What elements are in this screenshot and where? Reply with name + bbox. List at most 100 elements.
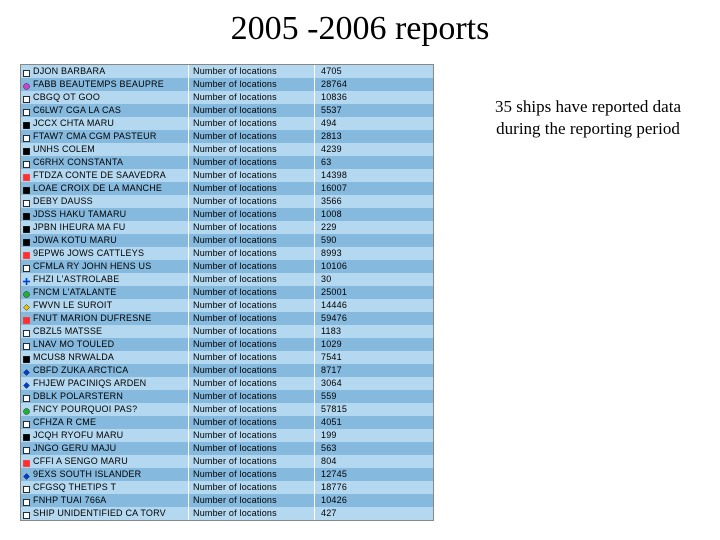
count-value: 57815: [315, 403, 433, 416]
ship-marker-icon: [23, 328, 30, 335]
ship-marker-icon: [23, 81, 30, 88]
count-label: Number of locations: [189, 286, 315, 299]
ship-name: CBGQ OT GOO: [33, 91, 100, 104]
ship-name: FNUT MARION DUFRESNE: [33, 312, 151, 325]
count-value: 7541: [315, 351, 433, 364]
table-row: FHJEW PACINIQS ARDEN Number of locations3…: [21, 377, 433, 390]
table-row: FABB BEAUTEMPS BEAUPRE Number of location…: [21, 78, 433, 91]
table-row: UNHS COLEM Number of locations4239: [21, 143, 433, 156]
ship-name: CBFD ZUKA ARCTICA: [33, 364, 128, 377]
table-row: CFFI A SENGO MARUNumber of locations804: [21, 455, 433, 468]
count-value: 12745: [315, 468, 433, 481]
table-row: LNAV MO TOULEDNumber of locations1029: [21, 338, 433, 351]
table-row: FNHP TUAI 766ANumber of locations10426: [21, 494, 433, 507]
ship-name: UNHS COLEM: [33, 143, 95, 156]
ship-marker-icon: [23, 211, 30, 218]
count-value: 229: [315, 221, 433, 234]
count-label: Number of locations: [189, 351, 315, 364]
count-value: 4239: [315, 143, 433, 156]
ship-name: FABB BEAUTEMPS BEAUPRE: [33, 78, 164, 91]
count-value: 10836: [315, 91, 433, 104]
table-row: FWVN LE SUROITNumber of locations14446: [21, 299, 433, 312]
ship-name-cell: CBZL5 MATSSE: [21, 325, 189, 338]
count-value: 4705: [315, 65, 433, 78]
ship-marker-icon: [23, 315, 30, 322]
count-label: Number of locations: [189, 442, 315, 455]
count-label: Number of locations: [189, 416, 315, 429]
count-value: 494: [315, 117, 433, 130]
count-value: 590: [315, 234, 433, 247]
count-value: 5537: [315, 104, 433, 117]
count-label: Number of locations: [189, 104, 315, 117]
ship-marker-icon: [23, 68, 30, 75]
ship-name: FTDZA CONTE DE SAAVEDRA: [33, 169, 166, 182]
ship-marker-icon: [23, 120, 30, 127]
ship-name-cell: DEBY DAUSS: [21, 195, 189, 208]
table-row: JCCX CHTA MARUNumber of locations494: [21, 117, 433, 130]
ship-name: DEBY DAUSS: [33, 195, 93, 208]
ship-name-cell: FNCM L'ATALANTE: [21, 286, 189, 299]
table-row: 9EXS SOUTH ISLANDERNumber of locations12…: [21, 468, 433, 481]
count-label: Number of locations: [189, 507, 315, 520]
count-label: Number of locations: [189, 377, 315, 390]
count-label: Number of locations: [189, 234, 315, 247]
table-row: JDSS HAKU TAMARUNumber of locations1008: [21, 208, 433, 221]
count-label: Number of locations: [189, 65, 315, 78]
count-label: Number of locations: [189, 468, 315, 481]
ship-name: CFFI A SENGO MARU: [33, 455, 128, 468]
ship-name: FHJEW PACINIQS ARDEN: [33, 377, 146, 390]
ship-marker-icon: [23, 445, 30, 452]
page-title: 2005 -2006 reports: [0, 10, 720, 48]
table-row: FNCY POURQUOI PAS?Number of locations578…: [21, 403, 433, 416]
count-value: 3566: [315, 195, 433, 208]
count-value: 4051: [315, 416, 433, 429]
count-value: 559: [315, 390, 433, 403]
ship-name: FNCY POURQUOI PAS?: [33, 403, 137, 416]
count-value: 1029: [315, 338, 433, 351]
count-label: Number of locations: [189, 143, 315, 156]
caption-text: 35 ships have reported data during the r…: [468, 96, 708, 140]
ship-marker-icon: [23, 263, 30, 270]
table-row: DJON BARBARANumber of locations4705: [21, 65, 433, 78]
ship-name-cell: FHJEW PACINIQS ARDEN: [21, 377, 189, 390]
ship-name: JDWA KOTU MARU: [33, 234, 117, 247]
ship-name: JCQH RYOFU MARU: [33, 429, 123, 442]
ship-marker-icon: [23, 419, 30, 426]
table-row: CBGQ OT GOO Number of locations10836: [21, 91, 433, 104]
table-row: JCQH RYOFU MARUNumber of locations199: [21, 429, 433, 442]
count-label: Number of locations: [189, 481, 315, 494]
ship-name: CFMLA RY JOHN HENS US: [33, 260, 151, 273]
count-label: Number of locations: [189, 247, 315, 260]
ship-name-cell: JDSS HAKU TAMARU: [21, 208, 189, 221]
ship-marker-icon: [23, 380, 30, 387]
ship-marker-icon: [23, 198, 30, 205]
count-label: Number of locations: [189, 169, 315, 182]
count-label: Number of locations: [189, 78, 315, 91]
ship-name: SHIP UNIDENTIFIED CA TORV: [33, 507, 166, 520]
ship-name-cell: CBFD ZUKA ARCTICA: [21, 364, 189, 377]
ship-name-cell: FNHP TUAI 766A: [21, 494, 189, 507]
count-value: 563: [315, 442, 433, 455]
ship-name-cell: FTDZA CONTE DE SAAVEDRA: [21, 169, 189, 182]
ship-marker-icon: [23, 406, 30, 413]
count-label: Number of locations: [189, 195, 315, 208]
count-value: 25001: [315, 286, 433, 299]
count-value: 3064: [315, 377, 433, 390]
ship-marker-icon: [23, 367, 30, 374]
table-row: CFHZA R CMENumber of locations4051: [21, 416, 433, 429]
table-row: CBFD ZUKA ARCTICANumber of locations8717: [21, 364, 433, 377]
count-label: Number of locations: [189, 208, 315, 221]
ship-name: C6LW7 CGA LA CAS: [33, 104, 121, 117]
count-value: 14446: [315, 299, 433, 312]
ship-marker-icon: [23, 107, 30, 114]
ship-name-cell: MCUS8 NRWALDA: [21, 351, 189, 364]
ship-name-cell: CFMLA RY JOHN HENS US: [21, 260, 189, 273]
count-value: 63: [315, 156, 433, 169]
ship-marker-icon: [23, 276, 30, 283]
ship-name: FWVN LE SUROIT: [33, 299, 112, 312]
ship-name-cell: 9EPW6 JOWS CATTLEYS: [21, 247, 189, 260]
ship-name-cell: JCQH RYOFU MARU: [21, 429, 189, 442]
caption-line-2: during the reporting period: [496, 119, 680, 138]
count-label: Number of locations: [189, 455, 315, 468]
count-label: Number of locations: [189, 91, 315, 104]
